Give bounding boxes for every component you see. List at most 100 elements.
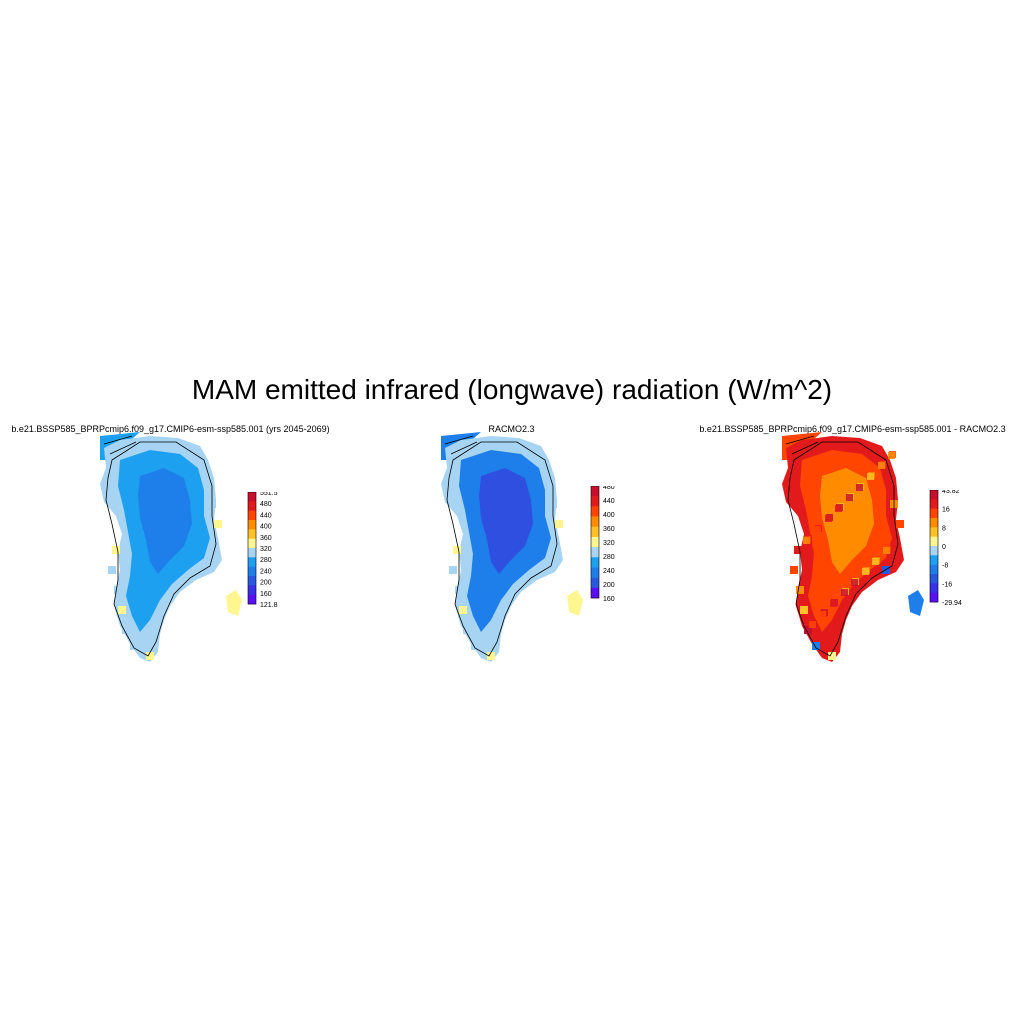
grid-cell: [471, 642, 479, 650]
colorbar-swatch: [591, 577, 599, 589]
colorbar-frame: [247, 492, 257, 605]
coastline: [103, 435, 137, 455]
grid-cell: [459, 606, 467, 614]
colorbar-label: 8: [942, 525, 946, 532]
colorbar-label: 200: [603, 582, 615, 589]
colorbar-swatch: [930, 518, 938, 528]
map-region-inner: [820, 468, 874, 574]
colorbar-swatch: [591, 516, 599, 528]
colorbar-swatch: [591, 536, 599, 548]
grid-cell: [812, 642, 820, 650]
panel-difference: b.e21.BSSP585_BPRPcmip6.f09_g17.CMIP6-es…: [682, 420, 1023, 680]
colorbar-swatch: [930, 555, 938, 565]
colorbar-swatch: [248, 594, 256, 605]
colorbar-swatch: [248, 566, 256, 577]
colorbar-swatch: [591, 526, 599, 538]
colorbar-frame: [929, 490, 939, 603]
coastline: [446, 441, 558, 657]
colorbar-label: 440: [260, 512, 272, 519]
colorbar-label: 280: [260, 557, 272, 564]
grid-cell: [804, 626, 812, 634]
coastline: [787, 441, 899, 657]
colorbar-swatch: [930, 527, 938, 537]
colorbar-label: 280: [603, 554, 615, 561]
colorbar-swatch: [591, 557, 599, 568]
colorbar-label: 121.8: [260, 602, 278, 609]
colorbar-frame: [590, 486, 600, 599]
colorbar-swatch: [248, 585, 256, 595]
grid-cell: [878, 462, 885, 469]
map-region-inner: [479, 468, 533, 574]
grid-cell: [814, 526, 821, 533]
grid-cell: [867, 473, 874, 480]
colorbar-label: 400: [603, 512, 615, 519]
colorbar: 43.82 16 8 0 -8 -16 -29.94: [929, 490, 962, 607]
greenland-map: [782, 432, 924, 662]
grid-cell: [841, 589, 848, 596]
grid-cell: [896, 520, 904, 528]
figure-title: MAM emitted infrared (longwave) radiatio…: [191, 374, 833, 405]
colorbar-label: 400: [260, 524, 272, 531]
grid-cell: [888, 452, 895, 459]
panel-model: b.e21.BSSP585_BPRPcmip6.f09_g17.CMIP6-es…: [0, 420, 341, 680]
greenland-map: [100, 432, 242, 662]
colorbar-swatch: [591, 506, 599, 517]
grid-cell: [214, 520, 222, 528]
colorbar-label: 43.82: [942, 490, 960, 495]
colorbar-swatch: [930, 583, 938, 593]
colorbar-swatch: [248, 501, 256, 511]
grid-cell: [453, 546, 461, 554]
grid-cell: [449, 566, 457, 574]
panel-racmo: RACMO2.3 480 440 400 360 320 280 240 200 160: [341, 420, 682, 680]
colorbar-swatch: [248, 557, 256, 567]
grid-cell: [819, 611, 826, 618]
colorbar-label: 440: [603, 498, 615, 505]
colorbar-swatch: [930, 574, 938, 584]
grid-cell: [803, 537, 810, 544]
grid-cell: [851, 579, 858, 586]
colorbar-swatch: [248, 510, 256, 521]
colorbar-label: 240: [260, 568, 272, 575]
panel-title: b.e21.BSSP585_BPRPcmip6.f09_g17.CMIP6-es…: [11, 424, 330, 434]
coastline: [105, 441, 217, 657]
colorbar-label: 0: [942, 544, 946, 551]
grid-cell: [463, 626, 471, 634]
grid-cell: [796, 586, 804, 594]
grid-cell: [118, 606, 126, 614]
grid-cell: [862, 568, 869, 575]
colorbar-label: 160: [603, 596, 615, 603]
grid-cell: [112, 546, 120, 554]
map-island: [226, 590, 242, 616]
colorbar-label: -8: [942, 563, 948, 570]
colorbar-swatch: [591, 567, 599, 578]
grid-cell: [828, 652, 836, 660]
colorbar-label: -16: [942, 581, 952, 588]
grid-cell: [555, 520, 563, 528]
colorbar-label: 160: [260, 591, 272, 598]
colorbar-label: 480: [603, 486, 615, 491]
colorbar-label: 320: [603, 540, 615, 547]
grid-cell: [146, 652, 154, 660]
grid-cell: [108, 566, 116, 574]
panel-title: b.e21.BSSP585_BPRPcmip6.f09_g17.CMIP6-es…: [699, 424, 1006, 434]
map-region-inner: [138, 468, 192, 574]
grid-cell: [794, 546, 802, 554]
colorbar-swatch: [930, 508, 938, 519]
colorbar-label: 240: [603, 568, 615, 575]
colorbar-swatch: [930, 490, 938, 500]
colorbar-swatch: [248, 529, 256, 539]
colorbar-label: 320: [260, 546, 272, 553]
colorbar-swatch: [248, 548, 256, 558]
greenland-map: [441, 432, 583, 662]
grid-cell: [800, 606, 808, 614]
grid-cell: [114, 586, 122, 594]
colorbar-label: 200: [260, 580, 272, 587]
map-island: [567, 590, 583, 616]
grid-cell: [883, 547, 890, 554]
grid-cell: [872, 558, 879, 565]
colorbar-swatch: [591, 587, 599, 599]
colorbar-swatch: [930, 536, 938, 547]
grid-cell: [830, 600, 837, 607]
colorbar: 551.5 480 440 400 360 320 280 240 200 160 121.8: [247, 492, 278, 609]
colorbar-label: -29.94: [942, 600, 962, 607]
